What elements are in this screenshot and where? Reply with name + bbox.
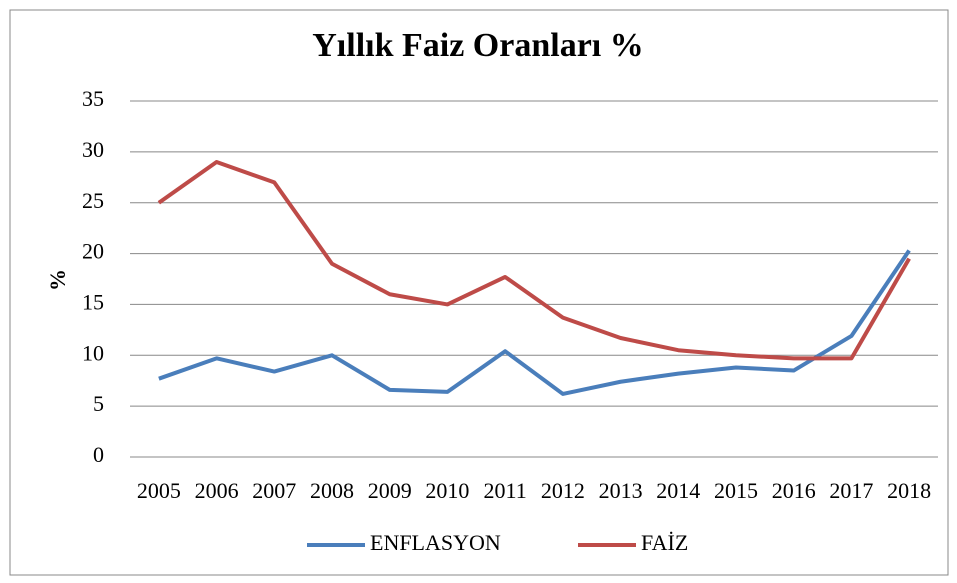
x-tick-label: 2009 [368,478,412,503]
x-tick-label: 2006 [195,478,239,503]
y-tick-label: 0 [93,442,104,467]
chart-title: Yıllık Faiz Oranları % [312,27,643,64]
x-tick-label: 2015 [714,478,758,503]
y-axis-label: % [45,269,70,291]
x-tick-label: 2018 [887,478,931,503]
y-tick-label: 15 [82,289,104,314]
y-tick-label: 35 [82,86,104,111]
y-tick-label: 25 [82,188,104,213]
line-series [158,249,911,396]
x-tick-label: 2008 [310,478,354,503]
x-tick-label: 2011 [484,478,527,503]
x-tick-label: 2014 [656,478,700,503]
x-tick-label: 2013 [599,478,643,503]
x-tick-label: 2010 [425,478,469,503]
x-tick-label: 2007 [252,478,296,503]
y-tick-label: 10 [82,340,104,365]
line-series [157,160,911,361]
legend-label: ENFLASYON [370,530,501,555]
x-tick-label: 2016 [772,478,816,503]
chart-border [9,9,949,576]
x-tick-label: 2005 [137,478,181,503]
legend-label: FAİZ [641,530,688,555]
x-tick-label: 2017 [829,478,873,503]
y-tick-label: 20 [82,239,104,264]
y-tick-label: 5 [93,391,104,416]
y-tick-label: 30 [82,137,104,162]
x-tick-label: 2012 [541,478,585,503]
